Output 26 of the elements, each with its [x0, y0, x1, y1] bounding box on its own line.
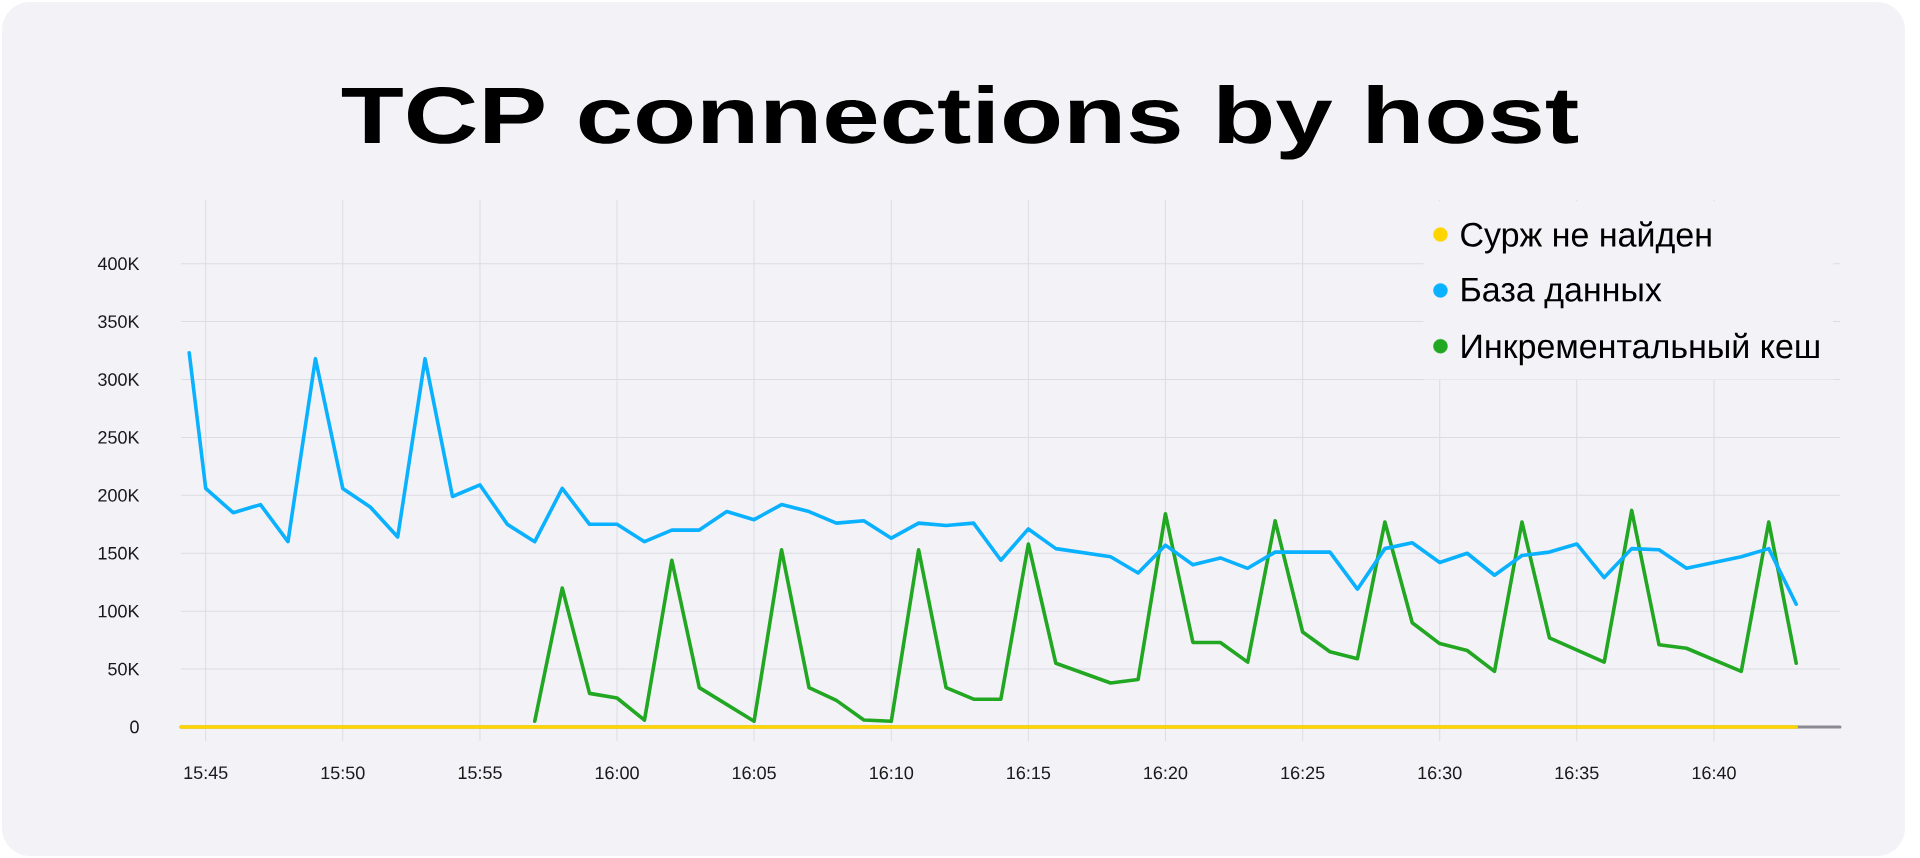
y-tick-label: 100K: [98, 604, 140, 618]
y-tick-label: 200K: [98, 488, 140, 502]
x-tick-label: 16:30: [1418, 766, 1462, 780]
y-tick-label: 300K: [98, 373, 140, 386]
line-series: [532, 508, 1799, 723]
x-tick-label: 16:05: [732, 766, 776, 780]
x-tick-label: 16:40: [1692, 766, 1736, 780]
x-tick-label: 16:35: [1555, 766, 1599, 780]
y-tick-label: 150K: [98, 546, 140, 560]
x-tick-label: 16:25: [1281, 766, 1325, 780]
legend-label: Сурж не найден: [1461, 221, 1711, 254]
y-tick-label: 250K: [98, 431, 140, 444]
x-tick-label: 15:45: [184, 766, 228, 780]
x-tick-label: 16:00: [595, 766, 639, 780]
x-tick-label: 16:10: [870, 766, 914, 780]
y-tick-label: 350K: [98, 315, 140, 328]
x-tick-label: 16:20: [1144, 766, 1188, 780]
legend-label: Инкрементальный кеш: [1462, 332, 1819, 366]
y-tick-label: 50K: [108, 662, 140, 676]
x-tick-label: 15:50: [321, 766, 365, 780]
x-tick-label: 15:55: [458, 766, 502, 780]
x-tick-label: 16:15: [1007, 766, 1051, 780]
y-tick-label: 400K: [97, 257, 140, 271]
legend-label: База данных: [1462, 277, 1662, 309]
chart-title: TCP connections by host: [341, 85, 1578, 160]
y-tick-label: 0: [130, 720, 139, 734]
